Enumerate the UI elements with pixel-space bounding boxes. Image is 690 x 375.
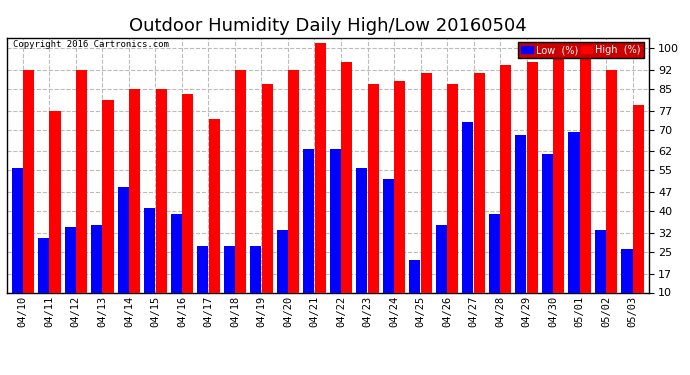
- Bar: [489, 214, 500, 292]
- Bar: [595, 230, 606, 292]
- Bar: [542, 154, 553, 292]
- Bar: [235, 70, 246, 292]
- Bar: [394, 81, 405, 292]
- Bar: [262, 84, 273, 292]
- Text: Copyright 2016 Cartronics.com: Copyright 2016 Cartronics.com: [13, 40, 169, 49]
- Bar: [182, 94, 193, 292]
- Bar: [23, 70, 34, 292]
- Bar: [421, 73, 432, 292]
- Bar: [208, 119, 219, 292]
- Bar: [409, 260, 420, 292]
- Bar: [224, 246, 235, 292]
- Bar: [197, 246, 208, 292]
- Bar: [65, 227, 76, 292]
- Bar: [515, 135, 526, 292]
- Bar: [474, 73, 485, 292]
- Bar: [129, 89, 140, 292]
- Bar: [330, 149, 341, 292]
- Bar: [383, 178, 394, 292]
- Bar: [569, 132, 580, 292]
- Bar: [315, 43, 326, 292]
- Bar: [103, 100, 114, 292]
- Bar: [607, 70, 618, 292]
- Bar: [144, 209, 155, 292]
- Bar: [368, 84, 379, 292]
- Bar: [117, 187, 129, 292]
- Bar: [462, 122, 473, 292]
- Bar: [500, 64, 511, 292]
- Bar: [447, 84, 458, 292]
- Legend: Low  (%), High  (%): Low (%), High (%): [518, 42, 644, 58]
- Bar: [288, 70, 299, 292]
- Bar: [580, 54, 591, 292]
- Bar: [436, 225, 447, 292]
- Bar: [91, 225, 102, 292]
- Bar: [553, 51, 564, 292]
- Bar: [303, 149, 315, 292]
- Bar: [250, 246, 262, 292]
- Bar: [356, 168, 367, 292]
- Bar: [50, 111, 61, 292]
- Bar: [622, 249, 633, 292]
- Title: Outdoor Humidity Daily High/Low 20160504: Outdoor Humidity Daily High/Low 20160504: [129, 16, 526, 34]
- Bar: [12, 168, 23, 292]
- Bar: [341, 62, 353, 292]
- Bar: [76, 70, 87, 292]
- Bar: [170, 214, 181, 292]
- Bar: [38, 238, 49, 292]
- Bar: [277, 230, 288, 292]
- Bar: [526, 62, 538, 292]
- Bar: [155, 89, 167, 292]
- Bar: [633, 105, 644, 292]
